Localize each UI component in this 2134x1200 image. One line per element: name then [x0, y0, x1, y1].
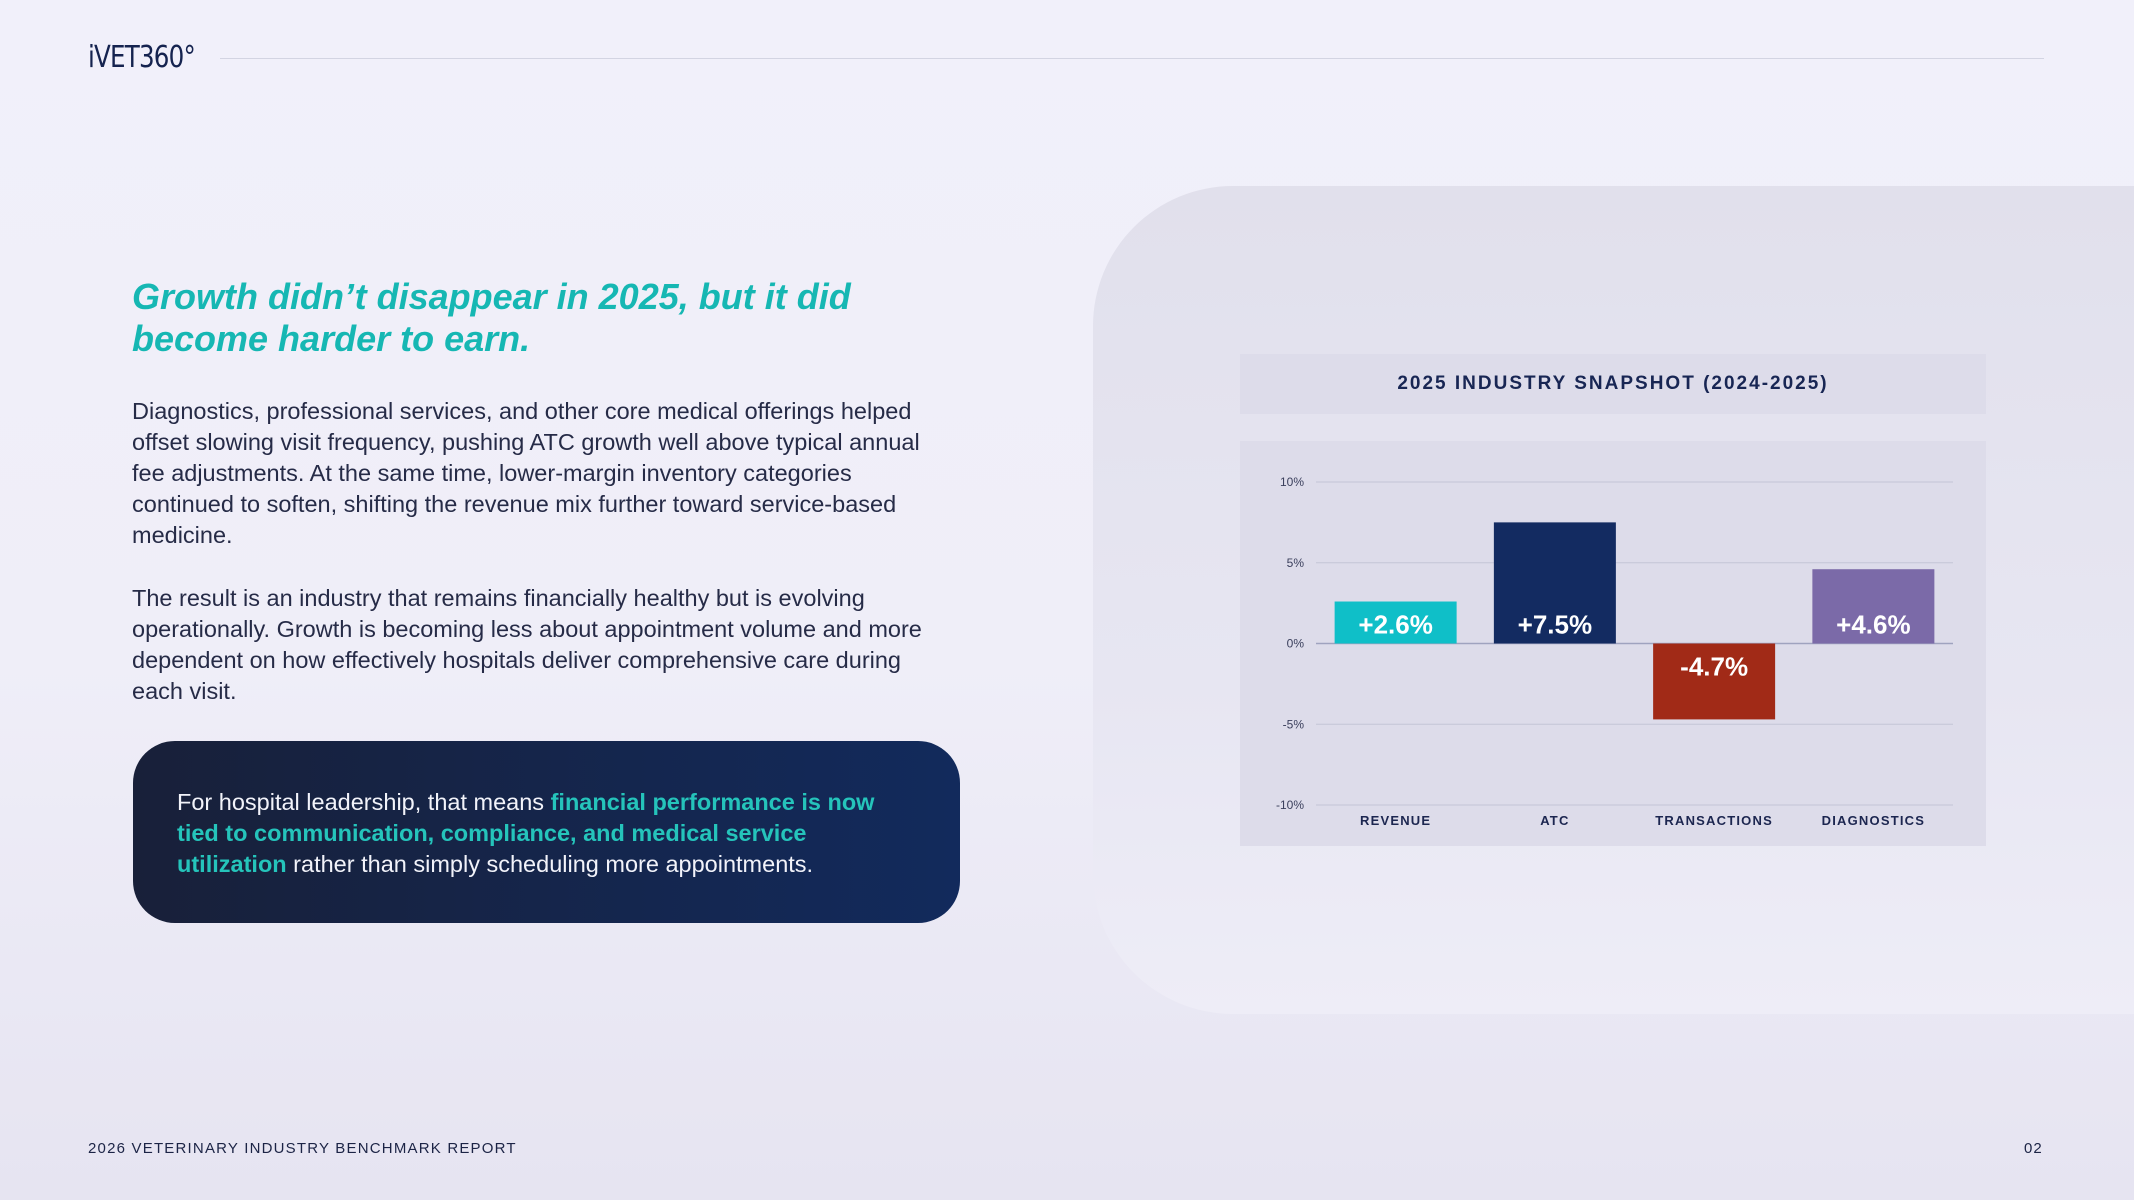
- y-tick-label: 10%: [1280, 475, 1304, 489]
- x-tick-label: TRANSACTIONS: [1655, 813, 1773, 828]
- footer-page-number: 02: [2024, 1140, 2043, 1157]
- footer-report-name: 2026 VETERINARY INDUSTRY BENCHMARK REPOR…: [88, 1140, 517, 1157]
- bar-transactions: [1653, 643, 1776, 720]
- bar-atc: [1493, 522, 1616, 644]
- body-paragraph-2: The result is an industry that remains f…: [132, 585, 922, 704]
- callout-text: For hospital leadership, that means fina…: [177, 787, 917, 880]
- x-tick-label: DIAGNOSTICS: [1822, 813, 1925, 828]
- x-tick-label: ATC: [1540, 813, 1569, 828]
- bar-revenue: [1334, 601, 1457, 644]
- bar-chart: 10% 5% 0% -5% -10% +2.6% REVENUE +7.5% ATC -4.7% T…: [1276, 475, 1953, 828]
- data-label: +4.6%: [1836, 610, 1910, 640]
- data-label: +7.5%: [1518, 610, 1592, 640]
- data-label: -4.7%: [1680, 652, 1748, 682]
- callout-highlight: financial performance is now tied to com…: [177, 789, 875, 877]
- logo: iVET360°: [88, 40, 196, 75]
- data-label: +2.6%: [1358, 610, 1432, 640]
- y-tick-label: -10%: [1276, 798, 1304, 812]
- body-paragraph-1: Diagnostics, professional services, and …: [132, 398, 920, 548]
- headline: Growth didn’t disappear in 2025, but it …: [132, 276, 851, 359]
- y-tick-label: 0%: [1287, 637, 1305, 651]
- y-tick-label: 5%: [1287, 556, 1305, 570]
- y-tick-label: -5%: [1283, 717, 1305, 731]
- chart-title: 2025 INDUSTRY SNAPSHOT (2024-2025): [1397, 373, 1829, 394]
- callout-lead: For hospital leadership, that means: [177, 789, 551, 815]
- chart-area: 10% 5% 0% -5% -10% +2.6% REVENUE +7.5% ATC -4.7% T…: [1240, 441, 1986, 846]
- x-tick-label: REVENUE: [1360, 813, 1431, 828]
- header-divider: [220, 58, 2044, 59]
- bar-diagnostics: [1812, 569, 1935, 644]
- chart-title-box: 2025 INDUSTRY SNAPSHOT (2024-2025): [1240, 354, 1986, 414]
- leadership-callout: For hospital leadership, that means fina…: [133, 741, 960, 923]
- callout-tail: rather than simply scheduling more appoi…: [286, 851, 814, 877]
